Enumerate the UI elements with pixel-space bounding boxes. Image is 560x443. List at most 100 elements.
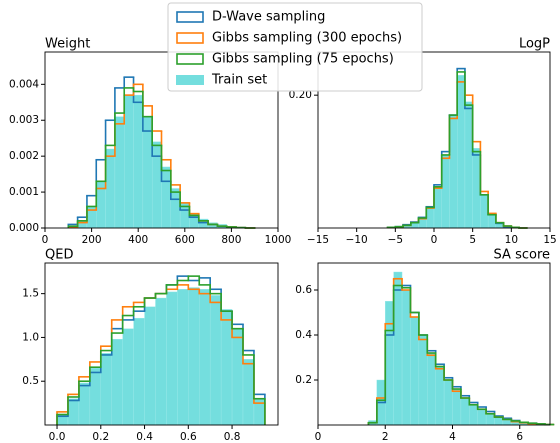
train-bar [469, 404, 478, 426]
train-bar [435, 366, 445, 426]
train-bar [105, 148, 116, 229]
y-tick-label: 0.5 [22, 375, 39, 387]
train-bar [78, 382, 91, 426]
x-tick-label: 600 [175, 234, 195, 246]
x-tick-label: 200 [82, 234, 102, 246]
train-bar [67, 398, 80, 426]
train-bar [393, 271, 403, 426]
legend-swatch [176, 11, 204, 23]
panel: −15 −10 −5 0 5 10 15 0.20 LogP [289, 37, 557, 247]
x-tick-label: 4 [449, 431, 456, 443]
x-tick-label: 0.0 [49, 431, 66, 443]
train-bar [133, 94, 144, 229]
train-bar [199, 289, 211, 426]
train-bar [494, 416, 504, 426]
train-bar [433, 187, 442, 229]
x-tick-label: 6 [516, 431, 523, 443]
y-tick-label: 1.5 [22, 288, 39, 300]
legend-label: Gibbs sampling (75 epochs) [212, 52, 394, 67]
y-tick-label: 0.001 [9, 186, 39, 198]
x-tick-label: 1000 [265, 234, 292, 246]
legend-swatch [176, 32, 204, 44]
panel-title: QED [45, 248, 73, 263]
x-tick-label: 0.8 [224, 431, 241, 443]
train-bar [477, 409, 487, 426]
train-bar [242, 359, 255, 426]
y-tick-label: 0.2 [295, 374, 312, 386]
legend-box [167, 2, 423, 92]
panel-title: Weight [45, 37, 90, 52]
x-tick-label: 2 [382, 431, 389, 443]
train-bar [89, 367, 101, 426]
y-tick-label: 0.004 [9, 78, 39, 90]
train-bar [487, 214, 497, 229]
legend-label: D-Wave sampling [212, 10, 325, 25]
train-bar [464, 101, 473, 229]
legend: D-Wave sampling Gibbs sampling (300 epoch… [167, 2, 423, 92]
train-bar [457, 75, 466, 229]
y-tick-label: 0.002 [9, 150, 39, 162]
x-tick-label: 0.2 [92, 431, 109, 443]
x-tick-label: −5 [388, 234, 403, 246]
train-bar [114, 116, 125, 229]
train-bar [209, 295, 222, 426]
train-bar [142, 116, 153, 229]
x-tick-label: 0 [42, 234, 49, 246]
panel: 0 200 400 600 800 1000 0.000 0.001 0.002 0.003 0.0… [9, 37, 291, 247]
train-bar [144, 306, 156, 426]
axes-frame [317, 262, 551, 426]
x-tick-label: 0 [431, 234, 438, 246]
train-bar [427, 352, 436, 426]
x-tick-label: −15 [307, 234, 329, 246]
y-tick-label: 0.4 [295, 329, 312, 341]
axes-frame [44, 51, 279, 229]
legend-label: Train set [211, 73, 267, 88]
train-bar [449, 114, 458, 229]
y-tick-label: 1.0 [22, 331, 39, 343]
x-tick-label: 0.4 [136, 431, 153, 443]
train-bar [188, 287, 200, 426]
train-bar [418, 334, 428, 426]
train-bar [111, 338, 123, 426]
legend-swatch [176, 53, 204, 65]
train-bar [410, 316, 420, 426]
train-bar [426, 207, 435, 229]
panel: 0 2 4 6 0.2 0.4 0.6 SA score [295, 248, 555, 443]
train-bar [207, 222, 218, 229]
train-bar [155, 297, 167, 426]
train-bar [166, 291, 178, 426]
train-bar [418, 217, 427, 229]
train-bar [480, 194, 489, 229]
train-bar [170, 188, 181, 229]
axes-frame [44, 262, 279, 426]
x-tick-label: 5 [469, 234, 476, 246]
y-tick-label: 0.000 [9, 222, 39, 234]
step-riser [56, 276, 266, 425]
train-bar [385, 301, 394, 426]
legend-swatch [176, 75, 204, 85]
train-bar [502, 419, 512, 426]
train-bar [401, 289, 411, 426]
y-tick-label: 0.20 [289, 89, 312, 101]
train-bar [151, 141, 162, 229]
train-bar [133, 317, 145, 426]
train-bar [177, 289, 189, 426]
train-bar [122, 328, 134, 426]
y-tick-label: 0.003 [9, 114, 39, 126]
train-bar [472, 148, 481, 229]
x-tick-label: 800 [221, 234, 241, 246]
y-tick-label: 0.6 [295, 284, 312, 296]
x-tick-label: 0 [315, 431, 322, 443]
train-bar [485, 413, 495, 426]
x-tick-label: −10 [346, 234, 368, 246]
train-bar [161, 166, 172, 229]
train-bar [443, 379, 453, 426]
train-bar [452, 388, 462, 426]
x-tick-label: 0.6 [180, 431, 197, 443]
train-bar [220, 309, 233, 426]
panel: 0.0 0.2 0.4 0.6 0.8 0.5 1.0 1.5 QED [22, 248, 279, 443]
x-tick-label: 10 [505, 234, 518, 246]
train-bar [460, 397, 470, 426]
